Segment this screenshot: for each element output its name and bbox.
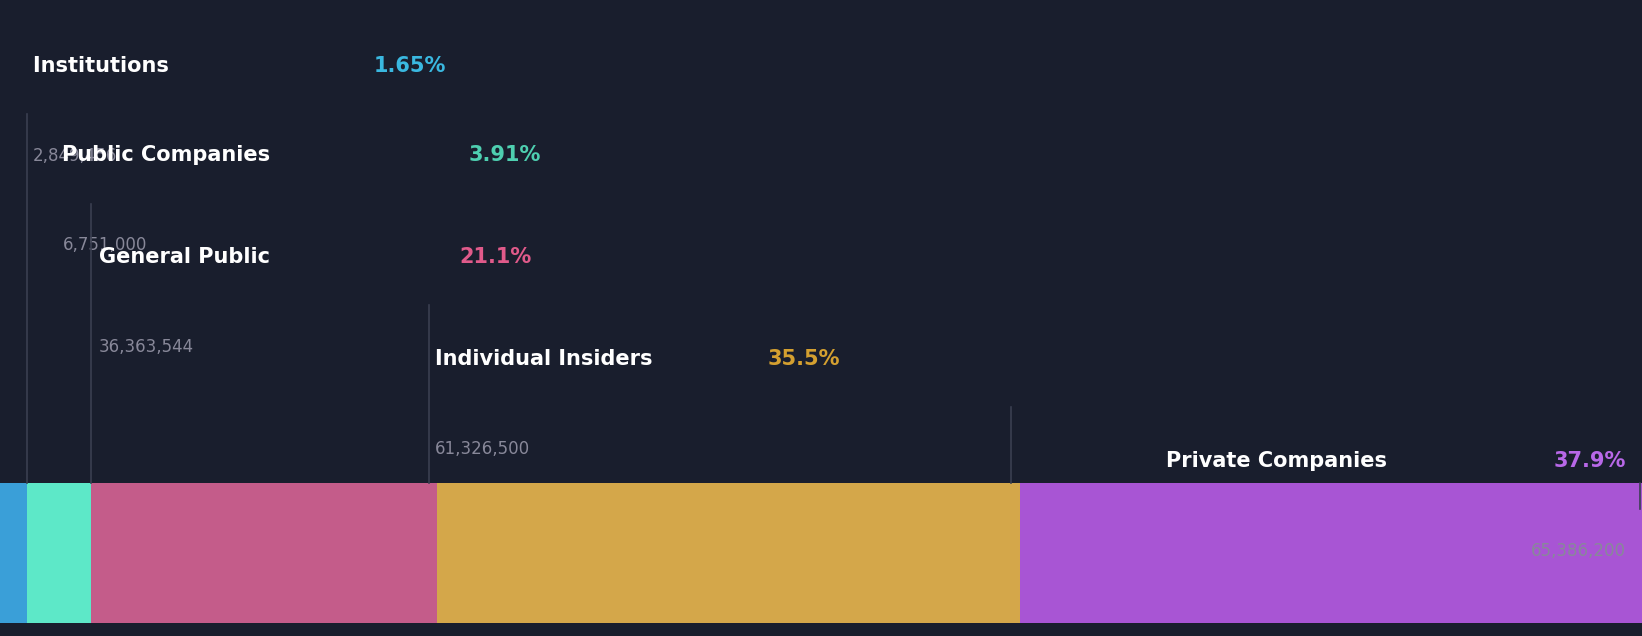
Text: 2,849,456: 2,849,456 [33,148,117,165]
Text: Individual Insiders: Individual Insiders [435,349,660,369]
Text: 35.5%: 35.5% [767,349,839,369]
Text: Institutions: Institutions [33,57,176,76]
Text: 37.9%: 37.9% [1553,451,1626,471]
Text: Private Companies: Private Companies [1166,451,1387,471]
Text: 65,386,200: 65,386,200 [1530,542,1626,560]
Text: 21.1%: 21.1% [460,247,532,267]
Bar [92,483,437,623]
Bar [0,483,26,623]
Bar [26,483,92,623]
Text: Public Companies: Public Companies [62,146,277,165]
Text: 3.91%: 3.91% [470,146,542,165]
Text: General Public: General Public [99,247,277,267]
Text: 6,751,000: 6,751,000 [62,237,146,254]
Bar [1020,483,1642,623]
Text: 36,363,544: 36,363,544 [99,338,194,356]
Bar [437,483,1020,623]
Text: 61,326,500: 61,326,500 [435,440,530,458]
Text: 1.65%: 1.65% [374,57,447,76]
